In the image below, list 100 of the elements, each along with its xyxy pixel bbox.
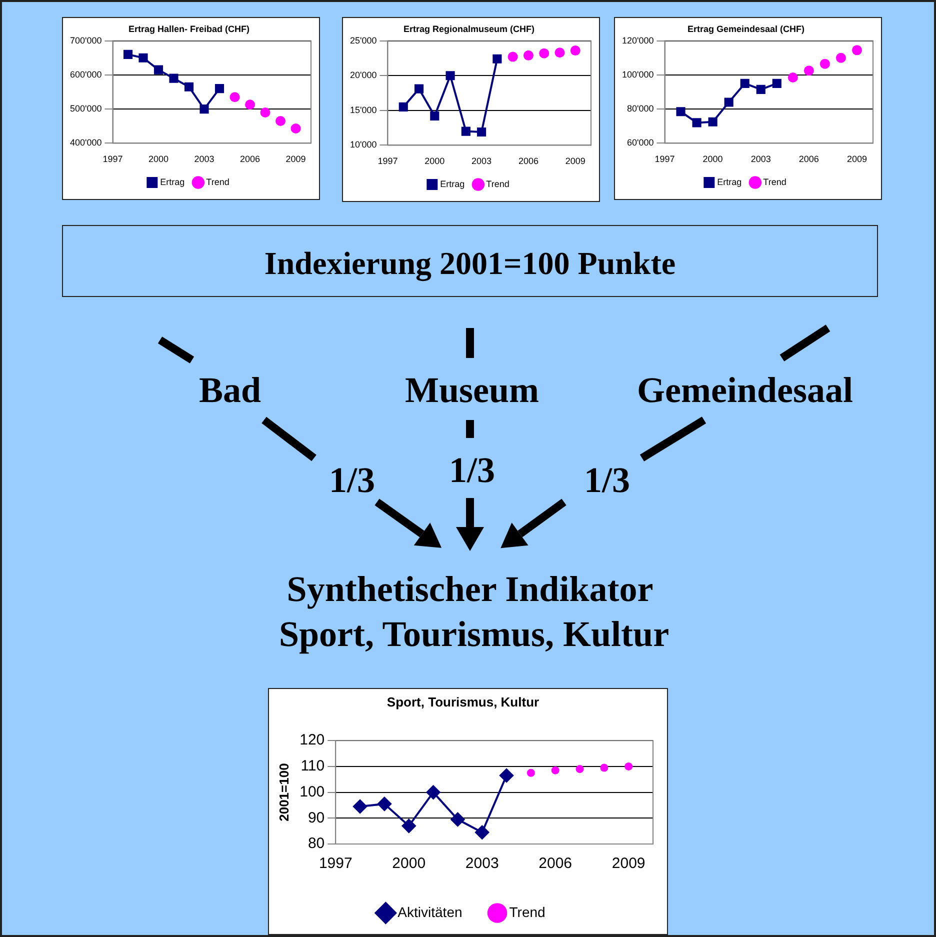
point (724, 98, 734, 107)
point (570, 46, 580, 56)
point (624, 762, 633, 770)
text: Gemeindesaal (637, 369, 853, 411)
x-tick-label: 2006 (518, 156, 538, 166)
point (398, 102, 408, 112)
x-tick-label: 2006 (798, 154, 819, 164)
point (523, 50, 534, 60)
x-tick-label: 2006 (240, 154, 260, 164)
y-tick-label: 80'000 (627, 104, 654, 114)
x-tick-label: 1997 (654, 154, 675, 164)
x-tick-label: 2009 (612, 855, 646, 872)
text: Synthetischer Indikator (286, 568, 654, 610)
point (836, 52, 846, 63)
point (508, 52, 518, 62)
point (214, 84, 224, 94)
y-tick-label: 60'000 (627, 138, 654, 148)
x-tick-label: 2003 (750, 154, 771, 164)
point (461, 126, 470, 136)
point (138, 53, 148, 62)
chart-title: Ertrag Gemeindesaal (CHF) (687, 24, 805, 34)
y-tick-label: 10'000 (350, 140, 377, 150)
x-tick-label: 2009 (846, 154, 867, 164)
y-tick-label: 80 (308, 835, 325, 852)
point (475, 825, 490, 840)
y-tick-label: 120 (300, 732, 325, 749)
x-tick-label: 1997 (318, 855, 352, 872)
chart-title: Ertrag Regionalmuseum (CHF) (403, 24, 535, 34)
x-tick-label: 2009 (286, 154, 306, 164)
y-tick-label: 20'000 (350, 70, 377, 80)
y-tick-label: 110 (300, 758, 325, 775)
point (154, 65, 164, 74)
x-tick-label: 1997 (102, 154, 123, 164)
x-tick-label: 2003 (472, 156, 492, 166)
point (772, 78, 782, 88)
point (820, 58, 830, 69)
point (260, 107, 270, 118)
legend-label: Ertrag (160, 176, 185, 187)
text: Indexierung 2001=100 Punkte (62, 225, 878, 297)
point (230, 92, 240, 102)
point (492, 54, 502, 64)
point (200, 104, 209, 114)
point (740, 78, 750, 88)
point (676, 107, 686, 116)
point (245, 100, 255, 110)
text: 1/3 (584, 459, 630, 501)
point (500, 768, 514, 782)
x-tick-label: 1997 (378, 156, 398, 166)
y-tick-label: 90 (308, 809, 325, 826)
y-axis-title: 2001=100 (276, 763, 292, 822)
legend-label: Aktivitäten (398, 904, 462, 920)
point (708, 117, 718, 126)
legend-label: Trend (763, 176, 786, 187)
chart-title: Sport, Tourismus, Kultur (386, 694, 540, 710)
legend-label: Ertrag (440, 178, 465, 189)
point (554, 48, 565, 58)
y-tick-label: 120'000 (622, 35, 654, 46)
point (353, 800, 368, 814)
x-tick-label: 2009 (565, 156, 586, 166)
point (477, 127, 486, 137)
text: 1/3 (448, 449, 496, 491)
point (123, 50, 133, 59)
text: Bad (198, 369, 262, 411)
text: Museum (405, 369, 539, 411)
x-tick-label: 2006 (538, 855, 572, 872)
point (169, 74, 178, 83)
legend-label: Trend (206, 176, 230, 187)
y-tick-label: 100'000 (622, 69, 654, 80)
point (539, 48, 550, 58)
point (852, 45, 862, 56)
x-tick-label: 2000 (424, 156, 445, 166)
point (804, 66, 814, 76)
y-tick-label: 15'000 (350, 104, 377, 115)
point (526, 768, 535, 777)
point (450, 812, 465, 826)
legend-label: Ertrag (717, 176, 742, 187)
point (600, 764, 608, 772)
y-tick-label: 700'000 (70, 35, 102, 46)
text: 1/3 (328, 459, 376, 501)
legend-label: Trend (509, 904, 546, 920)
chart-title: Ertrag Hallen- Freibad (CHF) (128, 24, 250, 34)
point (426, 785, 440, 800)
point (290, 124, 301, 134)
y-tick-label: 100 (300, 783, 325, 800)
text: Sport, Tourismus, Kultur (278, 613, 670, 655)
y-tick-label: 600'000 (70, 69, 102, 80)
point (430, 111, 440, 121)
point (184, 82, 194, 92)
y-tick-label: 25'000 (350, 35, 377, 46)
point (276, 116, 286, 126)
point (446, 71, 455, 80)
x-tick-label: 2000 (148, 154, 169, 164)
x-tick-label: 2000 (702, 154, 723, 164)
point (788, 72, 798, 82)
point (576, 765, 584, 774)
point (756, 84, 766, 94)
x-tick-label: 2003 (194, 154, 214, 164)
x-tick-label: 2003 (465, 855, 499, 872)
point (692, 118, 702, 128)
y-tick-label: 500'000 (70, 104, 102, 114)
